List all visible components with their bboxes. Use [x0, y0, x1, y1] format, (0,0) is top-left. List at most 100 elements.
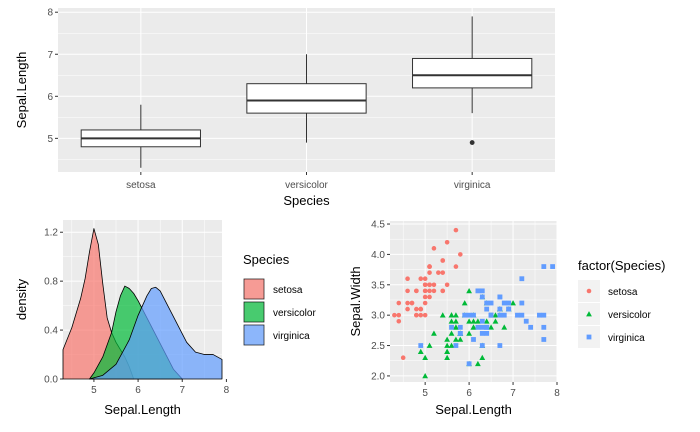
scatter-point-virginica: [484, 300, 490, 306]
scatter-point-setosa: [427, 288, 432, 294]
scatter-point-versicolor: [448, 312, 455, 318]
scatter-point-setosa: [396, 318, 402, 324]
legend-label: virginica: [273, 331, 310, 342]
scatter-point-setosa: [414, 312, 419, 318]
scatter-point-setosa: [405, 306, 410, 312]
scatter-point-virginica: [484, 324, 490, 330]
scatter-point-virginica: [484, 330, 490, 336]
scatter-point-versicolor: [470, 324, 477, 330]
scatter-point-setosa: [436, 270, 441, 275]
y-axis-title: Sepal.Length: [14, 52, 29, 129]
x-tick-label: 7: [510, 388, 516, 399]
scatter-point-versicolor: [470, 318, 477, 324]
scatter-point-versicolor: [474, 318, 481, 324]
x-tick-label: 7: [179, 385, 185, 396]
legend-label: versicolor: [273, 308, 316, 319]
y-tick-label: 4.0: [371, 250, 385, 261]
scatter-point-versicolor: [479, 354, 486, 361]
scatter-point-versicolor: [422, 373, 429, 379]
legend-key-versicolor: [243, 301, 265, 323]
scatter-point-virginica: [537, 312, 542, 318]
scatter-point-versicolor: [453, 324, 459, 330]
scatter-point-setosa: [444, 282, 450, 288]
scatter-point-versicolor: [448, 342, 455, 348]
scatter-point-versicolor: [466, 330, 473, 336]
scatter-point-versicolor: [426, 342, 433, 348]
scatter-point-virginica: [479, 324, 485, 330]
scatter-point-versicolor: [444, 348, 451, 354]
scatter-point-virginica: [418, 343, 424, 348]
y-tick-label: 0.4: [44, 326, 58, 337]
scatter-point-virginica: [479, 288, 485, 294]
legend-key-setosa: [243, 278, 265, 300]
scatter-point-setosa: [405, 300, 410, 306]
scatter-point-versicolor: [453, 336, 459, 342]
scatter-point-versicolor: [466, 287, 473, 294]
legend-title: factor(Species): [578, 258, 665, 273]
legend-key-virginica: [243, 324, 265, 346]
scatter-point-versicolor: [444, 336, 451, 342]
scatter-point-virginica: [479, 330, 485, 336]
scatter-point-virginica: [497, 306, 503, 312]
scatter-point-virginica: [541, 324, 547, 330]
y-tick-label: 0.0: [44, 375, 58, 386]
scatter-point-virginica: [475, 324, 481, 330]
legend-label: setosa: [273, 285, 303, 296]
scatter-point-setosa: [458, 252, 463, 257]
y-axis-title: Sepal.Width: [348, 266, 363, 336]
scatter-point-setosa: [422, 294, 428, 300]
scatter-point-setosa: [422, 288, 428, 294]
scatter-point-setosa: [414, 288, 419, 294]
scatter-point-setosa: [405, 276, 410, 282]
scatter-point-virginica: [501, 300, 507, 306]
scatter-point-virginica: [523, 318, 529, 324]
scatter-point-setosa: [431, 282, 437, 288]
scatter-point-versicolor: [453, 318, 459, 324]
scatter-point-setosa: [427, 294, 432, 300]
scatter-point-virginica: [466, 312, 472, 318]
scatter-point-setosa: [427, 282, 432, 288]
legend-key-setosa: [586, 288, 592, 294]
scatter-point-versicolor: [417, 348, 424, 354]
scatter-point-setosa: [422, 312, 428, 318]
scatter-point-versicolor: [453, 312, 459, 318]
scatter-point-versicolor: [488, 324, 494, 330]
scatter-point-setosa: [422, 300, 428, 306]
boxplot-panel: 5 6 7 8 setosa versicolor virginica Species Sepa…: [14, 8, 555, 208]
scatter-point-setosa: [418, 276, 424, 282]
y-tick-label: 0.8: [44, 277, 58, 288]
y-tick-label: 5: [47, 134, 53, 145]
scatter-point-setosa: [396, 300, 402, 306]
scatter-point-versicolor: [444, 342, 451, 348]
scatter-point-setosa: [440, 288, 446, 294]
scatter-point-versicolor: [466, 318, 473, 324]
legend-title: Species: [243, 252, 290, 267]
scatter-point-virginica: [541, 264, 547, 269]
y-tick-label: 2.5: [371, 341, 385, 352]
scatter-point-versicolor: [431, 330, 437, 336]
scatter-point-virginica: [519, 312, 525, 318]
scatter-point-setosa: [440, 270, 446, 275]
scatter-point-versicolor: [492, 318, 499, 324]
scatter-point-virginica: [453, 343, 459, 348]
x-tick-label: 8: [554, 388, 560, 399]
y-tick-label: 2.0: [371, 371, 385, 382]
scatter-point-setosa: [414, 306, 419, 312]
density-panel: 0.0 0.4 0.8 1.2 5 6 7 8 Sepal.Length density Speci…: [14, 220, 316, 417]
scatter-point-virginica: [519, 276, 525, 282]
scatter-panel: 2.0 2.5 3.0 3.5 4.0 4.5 5 6 7 8 Sepal.Length Sepal.…: [348, 220, 665, 417]
scatter-point-setosa: [422, 282, 428, 288]
y-tick-label: 4.5: [371, 220, 385, 231]
legend-label: versicolor: [608, 310, 651, 321]
scatter-point-setosa: [427, 270, 432, 275]
scatter-point-virginica: [457, 324, 463, 330]
scatter-point-versicolor: [501, 324, 508, 330]
x-tick-label: 6: [466, 388, 472, 399]
scatter-point-versicolor: [448, 318, 455, 324]
density-area-virginica: [89, 286, 223, 380]
scatter-point-versicolor: [448, 330, 455, 336]
scatter-point-virginica: [471, 312, 476, 318]
scatter-point-versicolor: [474, 360, 481, 367]
scatter-point-setosa: [418, 306, 424, 312]
scatter-point-virginica: [479, 318, 485, 324]
